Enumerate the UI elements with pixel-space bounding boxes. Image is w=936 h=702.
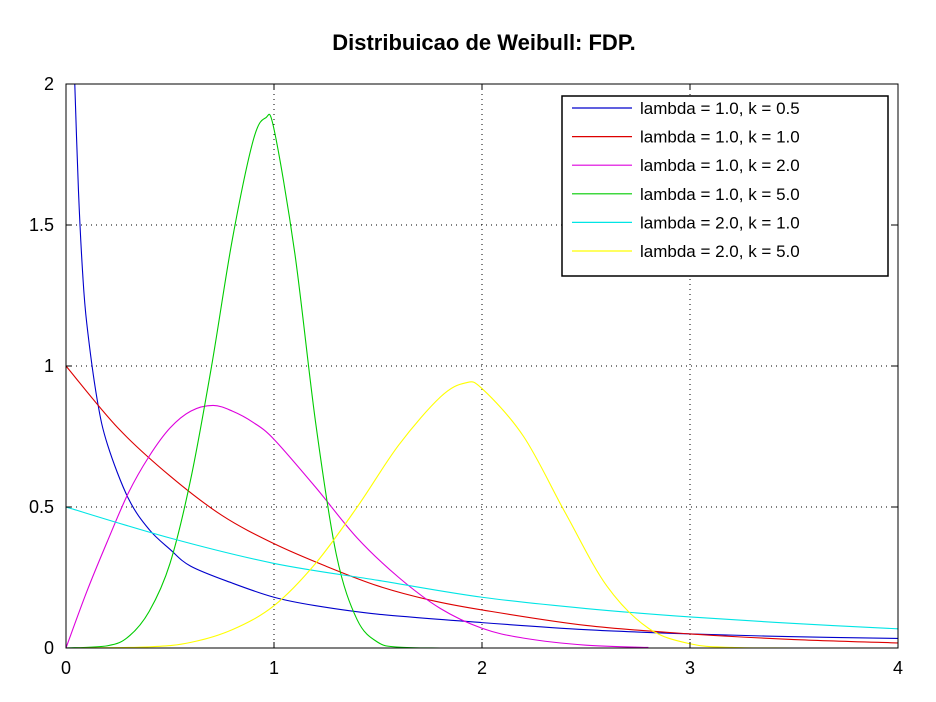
x-tick-label: 2 <box>477 658 487 678</box>
chart-title: Distribuicao de Weibull: FDP. <box>332 30 636 55</box>
y-tick-label: 0.5 <box>29 497 54 517</box>
series-line-4 <box>66 113 441 648</box>
y-tick-label: 1.5 <box>29 215 54 235</box>
legend-box <box>561 95 889 277</box>
axis-ticks: 0 1 2 3 4 0 0.5 1 1.5 2 <box>29 74 903 678</box>
y-tick-label: 2 <box>44 74 54 94</box>
x-tick-label: 0 <box>61 658 71 678</box>
legend-entry-2: lambda = 1.0, k = 1.0 <box>640 128 800 147</box>
x-tick-label: 4 <box>893 658 903 678</box>
series-line-3 <box>66 404 649 648</box>
series-line-1 <box>74 84 898 639</box>
series-lines <box>66 84 898 648</box>
grid-lines <box>66 84 898 648</box>
y-tick-label: 1 <box>44 356 54 376</box>
legend-entry-1: lambda = 1.0, k = 0.5 <box>640 99 800 118</box>
legend-entry-3: lambda = 1.0, k = 2.0 <box>640 156 800 175</box>
legend: lambda = 1.0, k = 0.5 lambda = 1.0, k = 1… <box>561 95 889 277</box>
legend-entry-6: lambda = 2.0, k = 5.0 <box>640 242 800 261</box>
series-line-5 <box>66 506 898 630</box>
series-line-6 <box>66 381 898 648</box>
y-tick-label: 0 <box>44 638 54 658</box>
legend-entry-5: lambda = 2.0, k = 1.0 <box>640 213 800 232</box>
series-line-2 <box>66 365 898 644</box>
x-tick-label: 1 <box>269 658 279 678</box>
legend-entry-4: lambda = 1.0, k = 5.0 <box>640 185 800 204</box>
x-tick-label: 3 <box>685 658 695 678</box>
